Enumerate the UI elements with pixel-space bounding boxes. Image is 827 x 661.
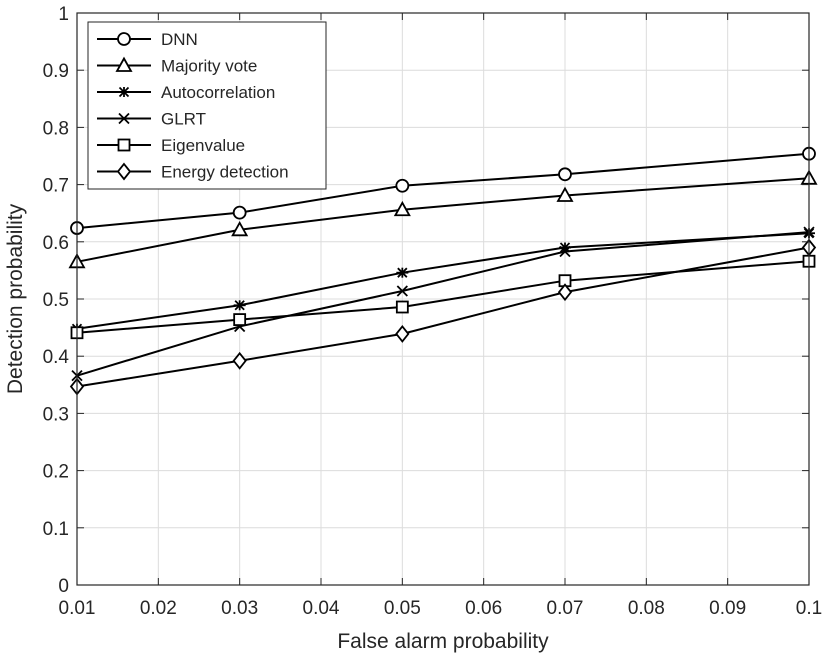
legend-label: DNN: [161, 30, 198, 49]
series-layer: [68, 146, 818, 396]
y-tick-label: 0.1: [43, 519, 69, 540]
data-point-eigenvalue: [395, 300, 409, 314]
legend-marker-dnn: [117, 32, 131, 46]
legend: DNN Majority vote Autocorrelation GLRT Eigen…: [87, 21, 327, 190]
series-majority-vote: [68, 169, 818, 269]
data-point-dnn: [558, 167, 572, 182]
data-point-autocorrelation: [233, 300, 246, 311]
legend-marker-energy-detection: [116, 162, 132, 181]
legend-item-dnn: DNN: [97, 30, 198, 49]
legend-label: Eigenvalue: [161, 136, 245, 155]
data-point-energy-detection: [395, 324, 410, 343]
data-point-eigenvalue: [233, 313, 247, 326]
y-tick-label: 0.5: [43, 290, 69, 311]
legend-box: [87, 21, 327, 190]
x-tick-label: 0.06: [465, 598, 502, 619]
legend-label: Autocorrelation: [161, 83, 275, 102]
y-tick-label: 0: [58, 576, 69, 597]
y-tick-label: 0.8: [43, 118, 69, 139]
legend-marker-glrt: [118, 112, 130, 125]
y-tick-label: 0.9: [43, 61, 69, 82]
x-tick-label: 0.03: [221, 598, 258, 619]
data-point-majority-vote: [556, 186, 574, 202]
legend-item-glrt: GLRT: [97, 110, 206, 129]
x-tick-label: 0.02: [140, 598, 177, 619]
data-point-majority-vote: [231, 220, 249, 237]
series-energy-detection: [69, 238, 817, 396]
x-tick-label: 0.08: [628, 598, 665, 619]
legend-marker-majority-vote: [115, 56, 133, 72]
x-tick-label: 0.07: [547, 598, 584, 619]
x-axis-ticks: 0.01 0.02 0.03 0.04 0.05 0.06 0.07 0.08 0.09 0.1: [59, 13, 822, 619]
data-point-glrt: [396, 285, 408, 297]
legend-item-majority-vote: Majority vote: [97, 57, 257, 76]
legend-marker-autocorrelation: [118, 86, 130, 98]
legend-item-eigenvalue: Eigenvalue: [97, 136, 245, 155]
x-tick-label: 0.05: [384, 598, 421, 619]
data-point-energy-detection: [232, 351, 247, 370]
y-tick-label: 0.4: [43, 347, 70, 368]
data-point-dnn: [395, 178, 410, 193]
y-tick-label: 0.7: [43, 176, 69, 197]
y-tick-label: 0.3: [43, 404, 69, 425]
legend-label: Energy detection: [161, 163, 289, 182]
x-tick-label: 0.04: [303, 598, 340, 619]
y-axis-ticks: 0 0.1 0.2 0.3 0.4 0.5 0.6 0.7 0.8 0.9 1: [43, 4, 809, 597]
legend-item-energy-detection: Energy detection: [97, 163, 289, 182]
data-point-glrt: [559, 245, 571, 258]
legend-label: GLRT: [161, 110, 206, 129]
legend-marker-eigenvalue: [117, 138, 131, 152]
x-tick-label: 0.01: [59, 598, 96, 619]
data-point-energy-detection: [557, 283, 573, 302]
data-point-majority-vote: [393, 200, 411, 217]
data-point-autocorrelation: [396, 267, 409, 278]
data-point-dnn: [232, 205, 247, 220]
x-tick-label: 0.1: [796, 598, 822, 619]
y-tick-label: 0.2: [43, 462, 69, 483]
legend-label: Majority vote: [161, 57, 257, 76]
series-dnn: [70, 146, 816, 235]
y-tick-label: 1: [58, 4, 69, 25]
x-tick-label: 0.09: [709, 598, 746, 619]
y-axis-label: Detection probability: [4, 203, 27, 394]
y-tick-label: 0.6: [43, 233, 69, 254]
legend-item-autocorrelation: Autocorrelation: [97, 83, 275, 102]
x-axis-label: False alarm probability: [337, 630, 549, 653]
